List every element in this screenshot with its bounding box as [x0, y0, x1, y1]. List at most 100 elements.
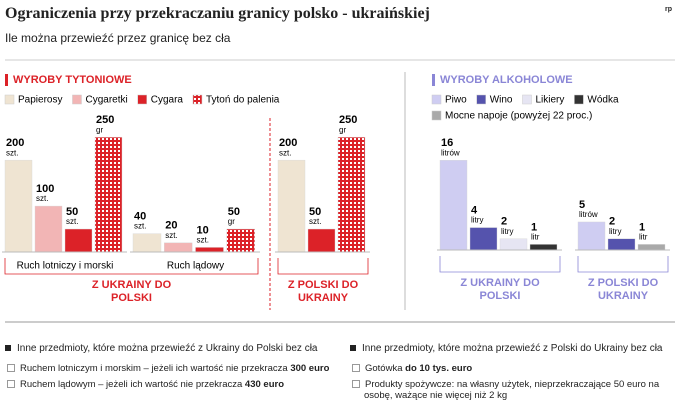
unit-label: szt.	[36, 194, 48, 203]
bar	[64, 228, 93, 253]
value-label: 40	[134, 211, 146, 223]
legend-label: Cygara	[151, 95, 184, 106]
value-label: 50	[309, 206, 321, 218]
note-text: Produkty spożywcze: na własny użytek, ni…	[364, 379, 660, 401]
note-heading: Inne przedmioty, które można przewieźć z…	[5, 343, 330, 354]
value-label: 10	[197, 224, 209, 236]
bar	[607, 238, 636, 251]
value-label: 2	[609, 216, 615, 228]
value-label: 200	[279, 137, 297, 149]
legend-label: Piwo	[445, 95, 467, 106]
unit-label: szt.	[6, 148, 18, 157]
legend-label: Mocne napoje (powyżej 22 proc.)	[445, 111, 592, 122]
legend-label: Wino	[490, 95, 513, 106]
legend-swatch	[574, 94, 584, 105]
bar	[94, 136, 123, 253]
unit-label: szt.	[134, 222, 146, 231]
note-bold: 300 euro	[290, 363, 330, 374]
unit-label: szt.	[66, 217, 78, 226]
group-bracket	[439, 256, 561, 273]
unit-label: gr	[339, 125, 346, 134]
value-label: 250	[339, 114, 357, 126]
group-bracket	[577, 256, 669, 273]
bar	[337, 136, 366, 253]
note-heading: Inne przedmioty, które można przewieźć z…	[350, 343, 675, 354]
unit-label: litr	[639, 232, 648, 241]
unit-label: gr	[96, 125, 103, 134]
bar	[195, 247, 224, 253]
legend-label: Tytoń do palenia	[206, 95, 280, 106]
value-label: 200	[6, 137, 24, 149]
bar	[439, 160, 468, 251]
note-text: Gotówka	[365, 363, 406, 374]
title: Ograniczenia przy przekraczaniu granicy …	[5, 5, 430, 22]
bar	[577, 221, 606, 251]
bar	[529, 244, 558, 251]
note-item: Produkty spożywcze: na własny użytek, ni…	[364, 379, 675, 401]
category-label: Ruch lądowy	[167, 261, 224, 272]
unit-label: litry	[471, 216, 483, 225]
heading-marker	[432, 74, 435, 86]
bar	[637, 244, 666, 251]
note-bold: 430 euro	[244, 379, 284, 390]
bar	[277, 159, 306, 253]
legend-swatch	[4, 94, 15, 105]
group-label: Z POLSKI DO UKRAINY	[287, 279, 359, 304]
value-label: 16	[441, 137, 453, 149]
group-label: Z POLSKI DO UKRAINY	[587, 277, 659, 302]
group-bracket	[277, 258, 369, 275]
chart-title: WYROBY TYTONIOWE	[13, 74, 132, 86]
note-block: Inne przedmioty, które można przewieźć z…	[350, 343, 675, 406]
note-item: Ruchem lotniczym i morskim – jeżeli ich …	[19, 363, 330, 374]
category-label: Ruch lotniczy i morski	[17, 261, 114, 272]
bar	[4, 159, 33, 253]
group-label: Z UKRAINY DO POLSKI	[460, 277, 540, 302]
bar	[469, 227, 498, 251]
legend-swatch	[476, 94, 486, 105]
value-label: 5	[579, 199, 585, 211]
legend-swatch	[431, 94, 442, 105]
legend-swatch	[192, 94, 203, 105]
bar	[34, 205, 63, 253]
bar	[226, 228, 255, 253]
bar	[132, 233, 162, 253]
value-label: 50	[66, 206, 78, 218]
note-text: Ruchem lotniczym i morskim – jeżeli ich …	[20, 363, 291, 374]
legend-label: Papierosy	[18, 95, 62, 106]
unit-label: szt.	[279, 148, 291, 157]
subtitle: Ile można przewieźć przez granicę bez cł…	[5, 31, 231, 45]
note-item: Gotówka do 10 tys. euro	[364, 363, 675, 374]
legend-label: Wódka	[587, 95, 619, 106]
bar	[499, 238, 528, 251]
value-label: 1	[639, 221, 645, 233]
legend-label: Cygaretki	[85, 95, 127, 106]
unit-label: litrów	[441, 148, 460, 157]
value-label: 50	[228, 206, 240, 218]
unit-label: litr	[531, 232, 540, 241]
legend-swatch	[137, 94, 147, 105]
value-label: 100	[36, 183, 54, 195]
legend-swatch	[522, 94, 532, 105]
bar	[164, 242, 193, 253]
bar	[307, 228, 336, 253]
legend-label: Likiery	[535, 95, 564, 106]
note-item: Ruchem lądowym – jeżeli ich wartość nie …	[19, 379, 330, 390]
unit-label: litry	[501, 227, 513, 236]
value-label: 20	[165, 220, 177, 232]
value-label: 4	[471, 204, 478, 216]
chart-title: WYROBY ALKOHOLOWE	[440, 74, 573, 86]
unit-label: litry	[609, 227, 621, 236]
unit-label: szt.	[165, 231, 177, 240]
note-bold: do 10 tys. euro	[405, 363, 473, 374]
legend-swatch	[431, 110, 442, 121]
heading-marker	[5, 74, 8, 86]
note-block: Inne przedmioty, które można przewieźć z…	[5, 343, 330, 395]
logo: rp	[665, 6, 672, 13]
unit-label: litrów	[579, 210, 598, 219]
unit-label: szt.	[197, 236, 209, 245]
value-label: 250	[96, 114, 114, 126]
unit-label: gr	[228, 217, 235, 226]
value-label: 2	[501, 216, 507, 228]
